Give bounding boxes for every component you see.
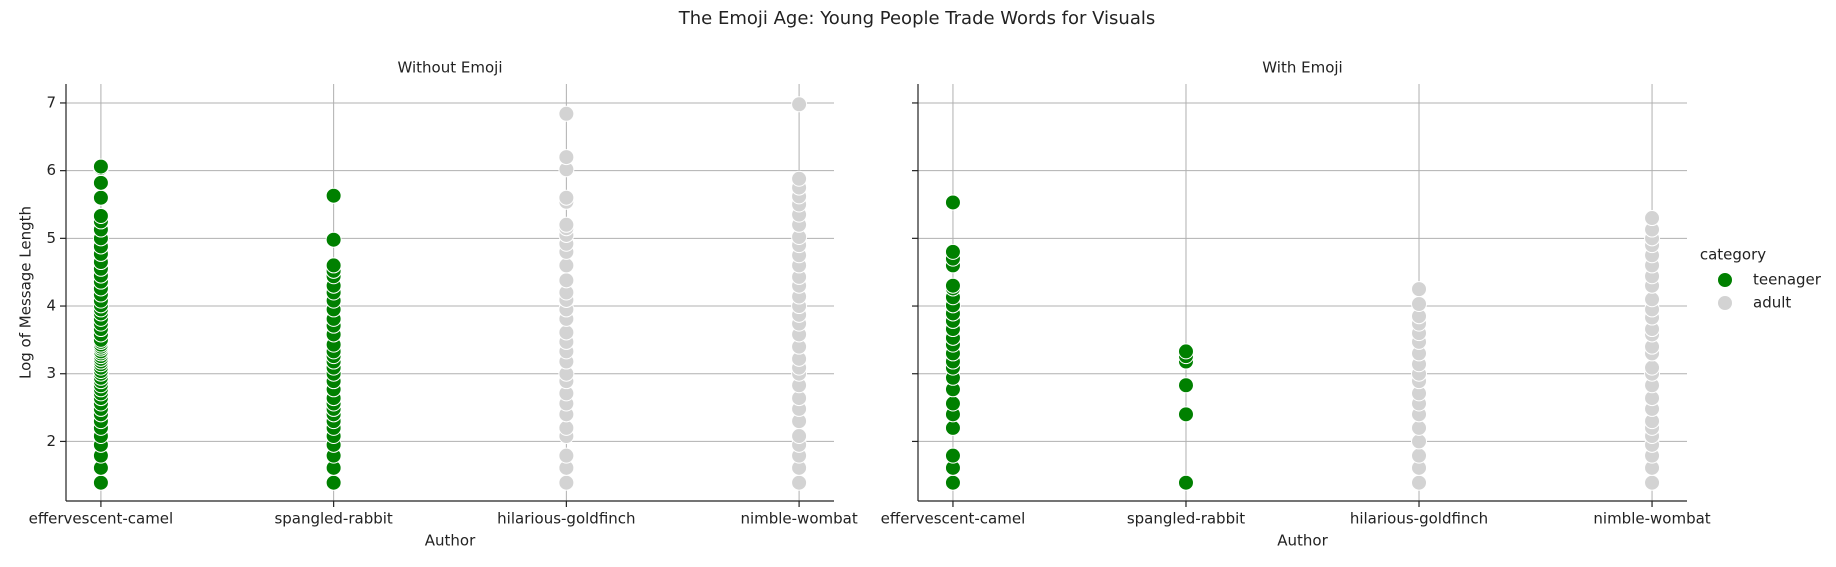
point: [1411, 419, 1428, 436]
point: [92, 158, 109, 175]
point: [944, 419, 961, 436]
x-axis-label: Author: [425, 532, 476, 550]
point: [944, 447, 961, 464]
x-tick-label: spangled-rabbit: [274, 510, 392, 528]
x-axis-label: Author: [1277, 532, 1328, 550]
y-tick-label: 3: [46, 364, 56, 382]
point: [558, 324, 575, 341]
x-tick-label: effervescent-camel: [29, 510, 174, 528]
point: [558, 216, 575, 233]
point: [325, 187, 342, 204]
point: [558, 189, 575, 206]
point: [1644, 359, 1661, 376]
point: [92, 208, 109, 225]
point: [325, 231, 342, 248]
point: [791, 428, 808, 445]
point: [558, 447, 575, 464]
point: [558, 105, 575, 122]
point: [1411, 281, 1428, 298]
legend-title: category: [1700, 246, 1766, 264]
point: [92, 474, 109, 491]
point: [1411, 474, 1428, 491]
y-tick-label: 7: [46, 93, 56, 111]
x-tick-label: nimble-wombat: [1593, 510, 1710, 528]
x-tick-label: hilarious-goldfinch: [1350, 510, 1488, 528]
point: [944, 277, 961, 294]
x-tick-label: effervescent-camel: [881, 510, 1026, 528]
point: [92, 189, 109, 206]
point: [1411, 296, 1428, 313]
y-tick-label: 5: [46, 229, 56, 247]
point: [1644, 210, 1661, 227]
point: [558, 257, 575, 274]
point: [791, 474, 808, 491]
point: [1411, 447, 1428, 464]
point: [558, 474, 575, 491]
point: [944, 194, 961, 211]
point: [1177, 474, 1194, 491]
point: [1644, 291, 1661, 308]
point: [1177, 343, 1194, 360]
point: [1644, 474, 1661, 491]
point: [325, 257, 342, 274]
point: [558, 419, 575, 436]
point: [558, 149, 575, 166]
legend-label: teenager: [1753, 271, 1822, 289]
legend-marker: [1717, 272, 1733, 288]
legend-marker: [1717, 295, 1733, 311]
subplot-title: Without Emoji: [398, 59, 503, 77]
point: [791, 96, 808, 113]
point: [92, 174, 109, 191]
point: [558, 272, 575, 289]
x-tick-label: hilarious-goldfinch: [497, 510, 635, 528]
x-tick-label: nimble-wombat: [740, 510, 857, 528]
point: [944, 395, 961, 412]
point: [1177, 406, 1194, 423]
point: [791, 170, 808, 187]
point: [325, 474, 342, 491]
point: [944, 243, 961, 260]
legend-label: adult: [1753, 294, 1791, 312]
point: [1177, 377, 1194, 394]
point: [944, 474, 961, 491]
x-tick-label: spangled-rabbit: [1127, 510, 1245, 528]
y-tick-label: 4: [46, 297, 56, 315]
y-tick-label: 6: [46, 161, 56, 179]
y-axis-label: Log of Message Length: [17, 206, 35, 379]
y-tick-label: 2: [46, 432, 56, 450]
point: [1411, 433, 1428, 450]
subplot-title: With Emoji: [1262, 59, 1342, 77]
figure-title: The Emoji Age: Young People Trade Words …: [678, 8, 1156, 29]
